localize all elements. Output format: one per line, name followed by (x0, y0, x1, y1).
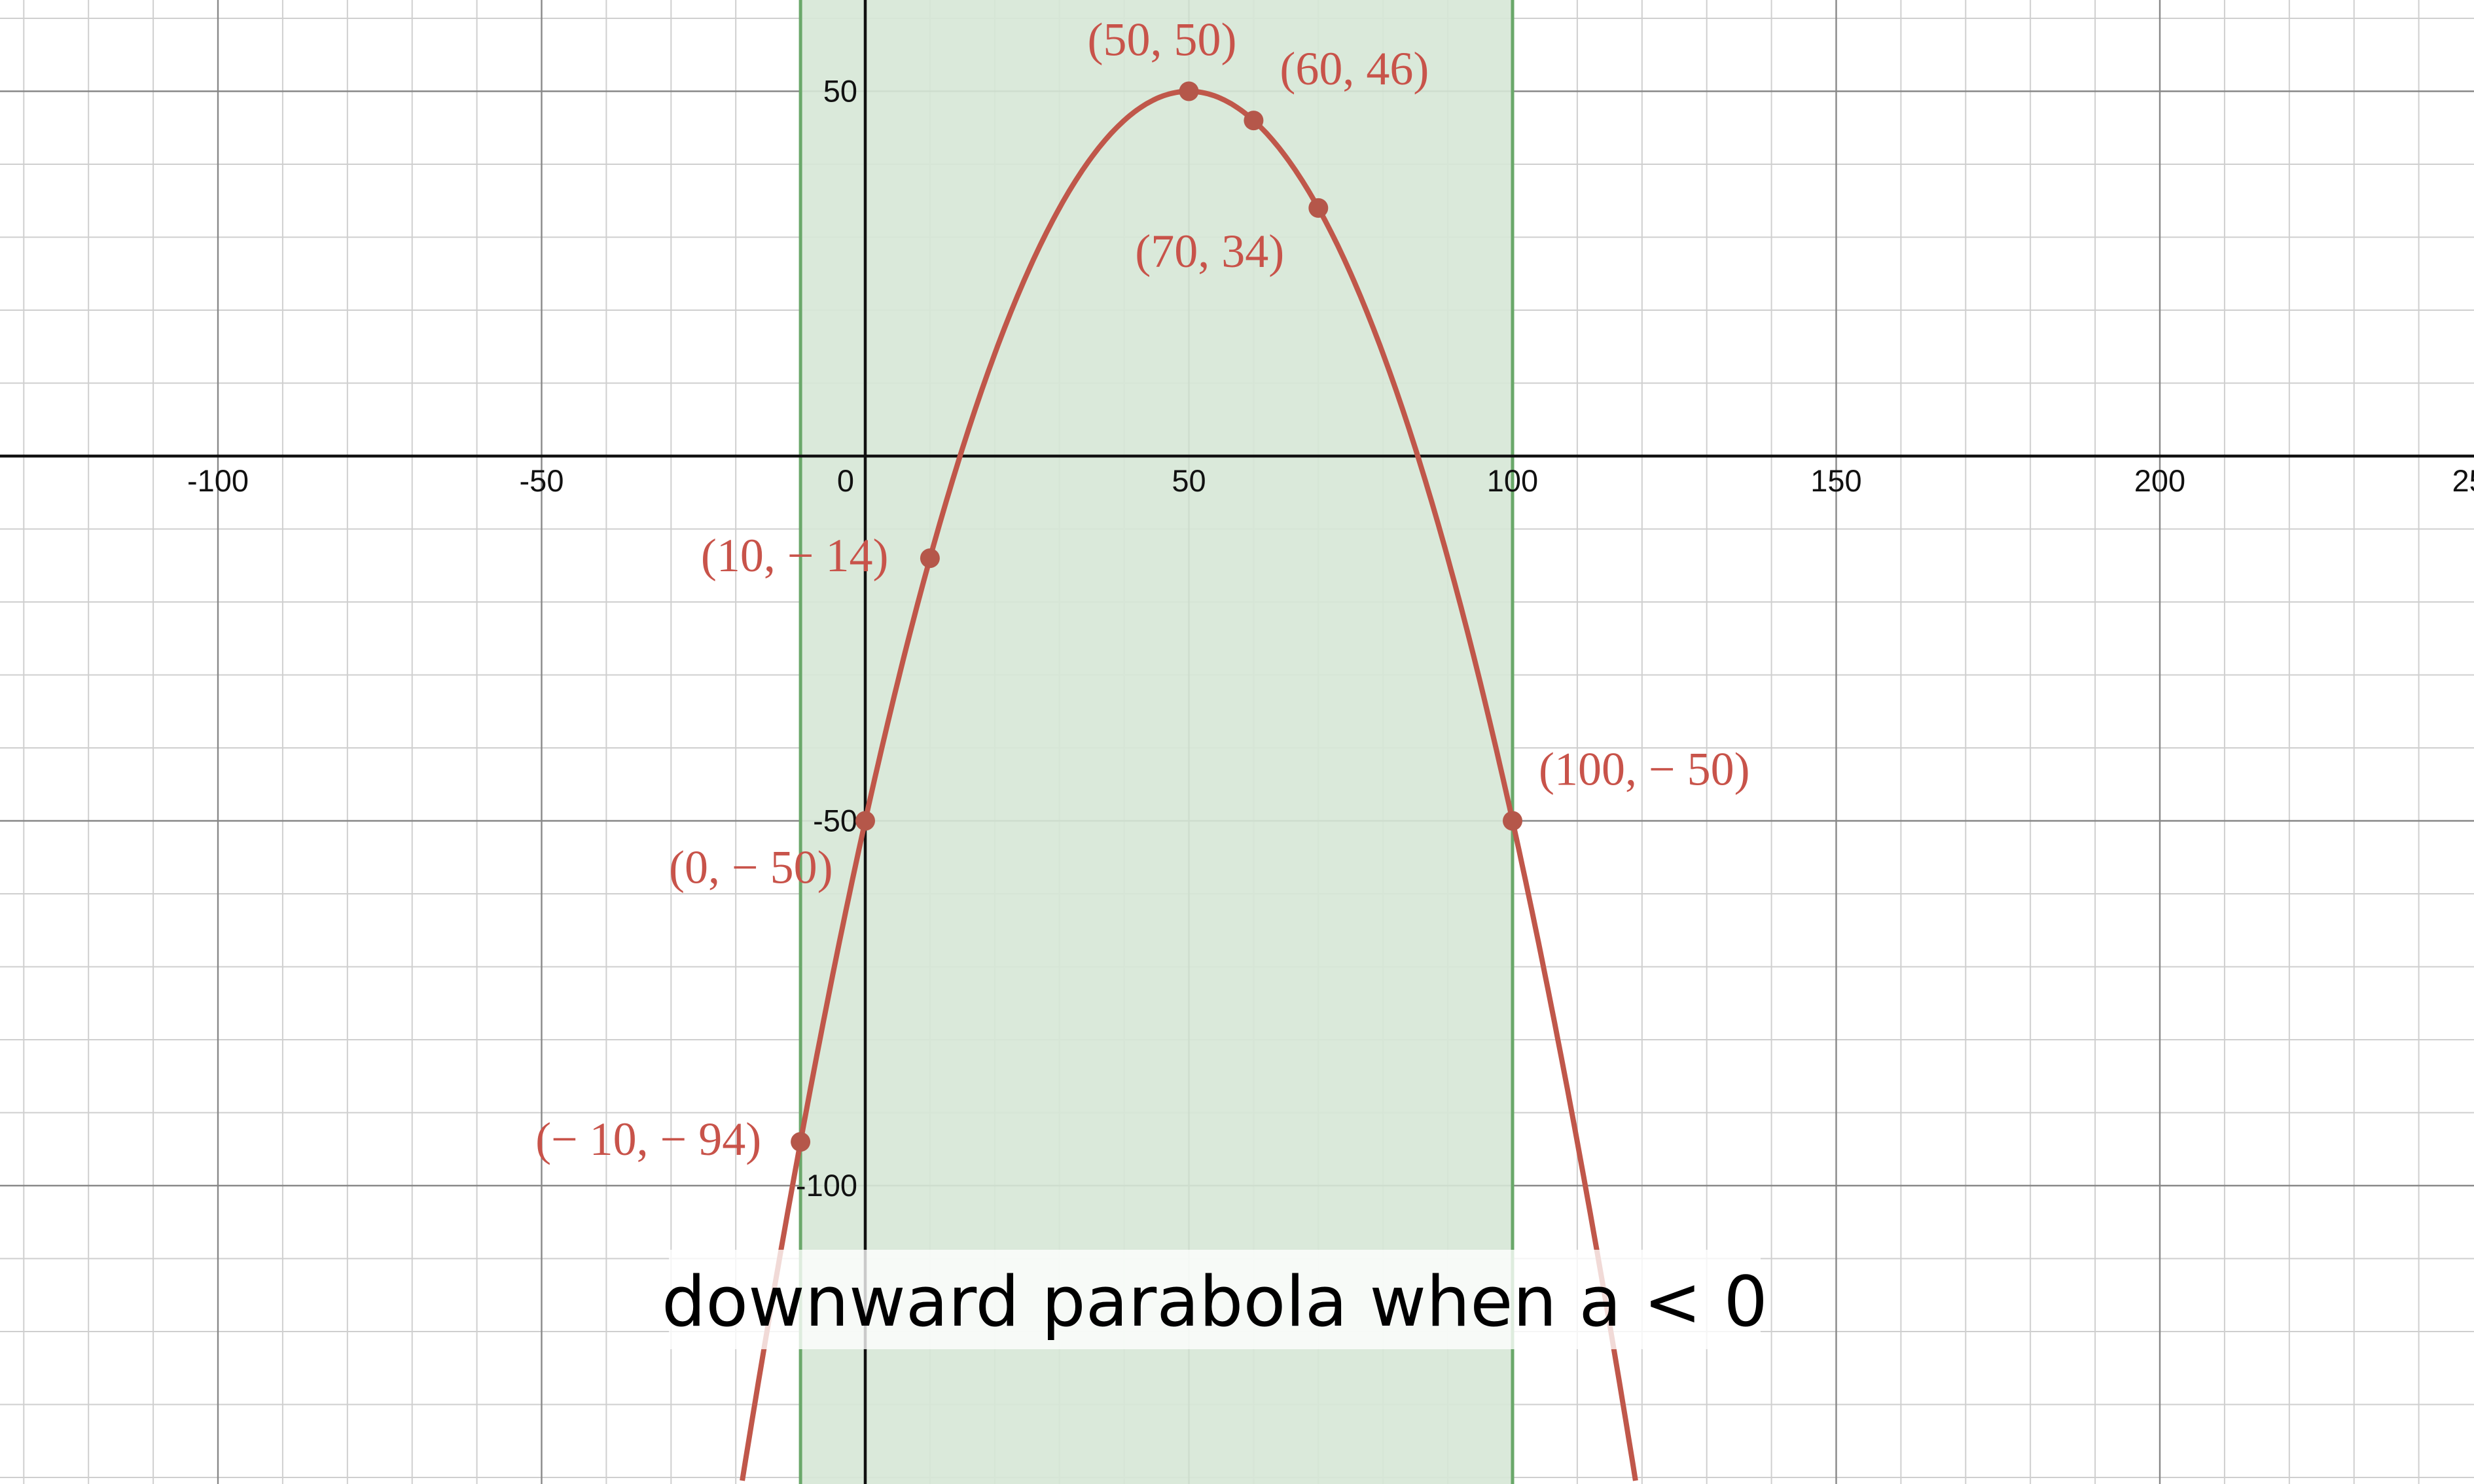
point-label: (50, 50) (1088, 14, 1237, 66)
y-tick-label: -100 (796, 1168, 857, 1203)
caption: downward parabola when a < 0 (662, 1262, 1768, 1342)
point-labels: (50, 50) (60, 46) (70, 34) (10, − 14) (100, … (535, 14, 1749, 1166)
x-tick-label: -100 (187, 463, 249, 498)
x-tick-label: 0 (837, 463, 854, 498)
x-tick-label: 100 (1487, 463, 1538, 498)
data-point (1503, 811, 1522, 831)
y-tick-label: -50 (813, 804, 857, 838)
data-point (920, 548, 940, 569)
data-point (791, 1132, 811, 1152)
point-label: (− 10, − 94) (535, 1113, 761, 1165)
data-point (1308, 198, 1329, 218)
shaded-region (798, 0, 1515, 1484)
point-label: (10, − 14) (701, 529, 889, 582)
points-layer (791, 81, 1522, 1152)
data-point (855, 811, 875, 831)
point-label: (60, 46) (1280, 43, 1429, 95)
data-point (1244, 111, 1264, 131)
x-tick-label: -50 (520, 463, 564, 498)
point-label: (70, 34) (1135, 225, 1284, 277)
x-tick-label: 50 (1172, 463, 1206, 498)
x-tick-label: 25 (2452, 463, 2474, 498)
caption-background (669, 1250, 1761, 1349)
x-tick-label: 150 (1810, 463, 1861, 498)
point-label: (100, − 50) (1539, 743, 1750, 796)
x-tick-labels: -100 -50 0 50 100 150 200 25 (187, 463, 2474, 498)
caption-group: downward parabola when a < 0 (662, 1250, 1768, 1349)
y-tick-label: 50 (823, 74, 857, 109)
point-label: (0, − 50) (669, 841, 833, 894)
x-tick-label: 200 (2134, 463, 2185, 498)
data-point (1179, 81, 1199, 101)
shaded-region-fill (800, 0, 1513, 1484)
y-tick-labels: 50 -50 -100 (796, 74, 857, 1203)
